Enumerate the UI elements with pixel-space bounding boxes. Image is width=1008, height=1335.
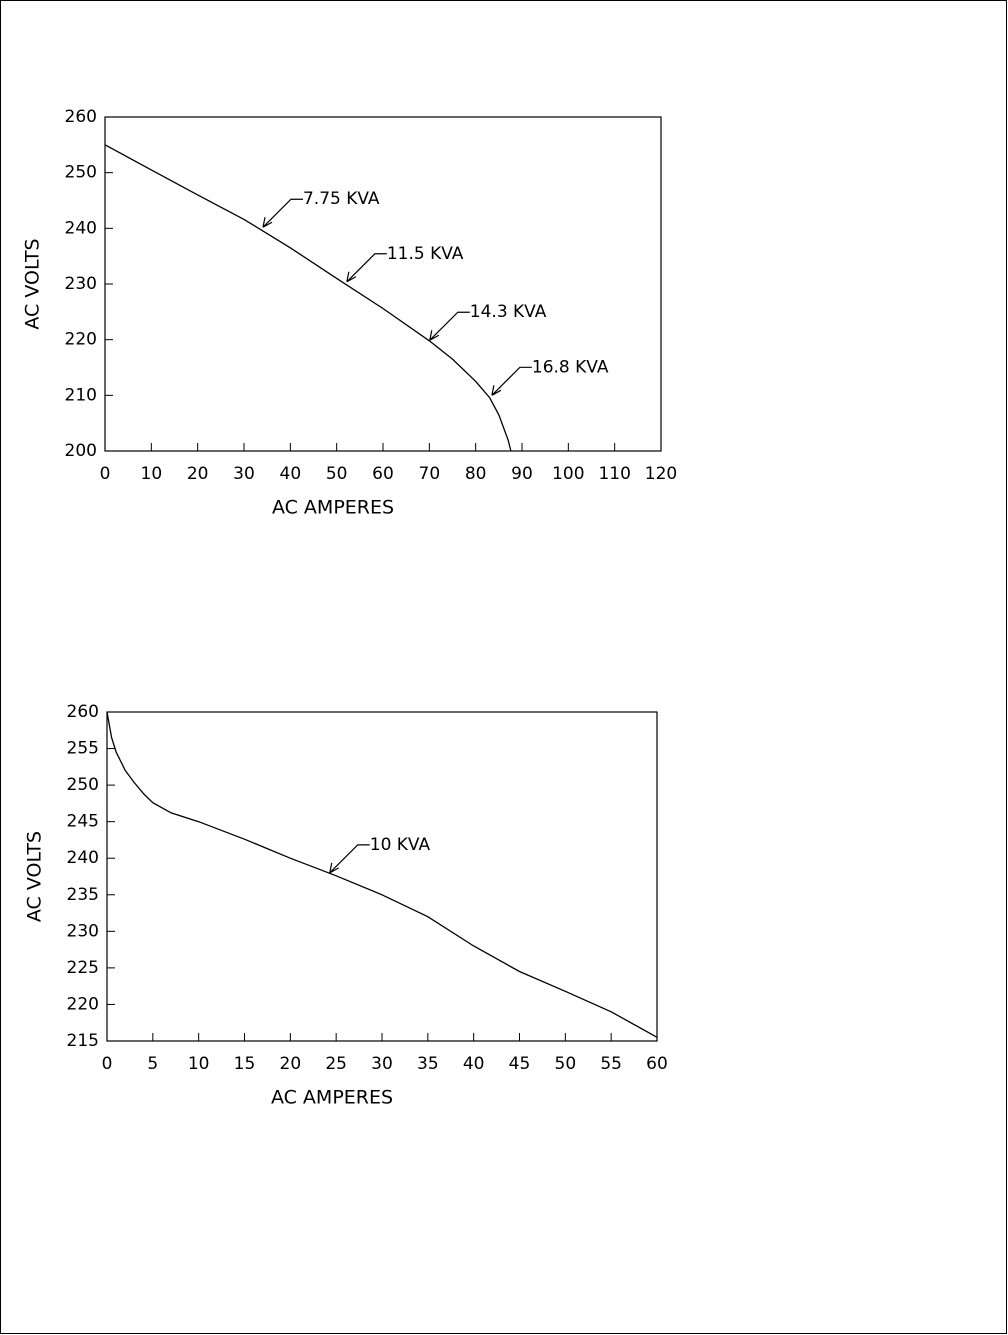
data-line: [106, 711, 658, 1038]
x-tick-label: 40: [280, 464, 302, 484]
y-tick-label: 220: [65, 330, 97, 350]
y-tick-label: 200: [65, 441, 97, 461]
annotation-arrow: [429, 311, 470, 341]
annotation-label: 11.5 KVA: [387, 244, 464, 264]
x-tick-label: 10: [141, 464, 163, 484]
y-tick-label: 215: [67, 1031, 99, 1051]
x-tick-label: 80: [465, 464, 487, 484]
x-tick-label: 10: [188, 1054, 210, 1074]
y-tick-label: 210: [65, 385, 97, 405]
x-tick-label: 55: [600, 1054, 622, 1074]
x-tick-label: 110: [598, 464, 630, 484]
x-tick-label: 15: [234, 1054, 256, 1074]
y-tick-label: 220: [67, 994, 99, 1014]
y-tick-label: 235: [67, 885, 99, 905]
plot-frame: [106, 711, 658, 1042]
x-tick-label: 40: [463, 1054, 485, 1074]
x-tick-label: 0: [102, 1054, 113, 1074]
x-tick-label: 60: [646, 1054, 668, 1074]
x-tick-label: 120: [645, 464, 677, 484]
x-tick-label: 45: [509, 1054, 531, 1074]
x-tick-label: 0: [100, 464, 111, 484]
y-tick-label: 260: [65, 107, 97, 127]
x-axis-title: AC AMPERES: [271, 1087, 393, 1109]
x-tick-label: 25: [325, 1054, 347, 1074]
annotation-label: 14.3 KVA: [470, 302, 547, 322]
x-axis-title: AC AMPERES: [272, 497, 394, 519]
y-tick-label: 225: [67, 958, 99, 978]
y-axis-title: AC VOLTS: [22, 238, 44, 329]
y-axis-title: AC VOLTS: [24, 831, 46, 922]
annotation-label: 7.75 KVA: [303, 189, 380, 209]
x-tick-label: 70: [419, 464, 441, 484]
annotation-arrow: [346, 253, 387, 283]
y-tick-label: 245: [67, 812, 99, 832]
y-tick-label: 250: [67, 775, 99, 795]
y-tick-label: 230: [67, 921, 99, 941]
y-tick-label: 255: [67, 739, 99, 759]
x-tick-label: 100: [552, 464, 584, 484]
y-tick-label: 250: [65, 163, 97, 183]
x-tick-label: 35: [417, 1054, 439, 1074]
annotation-arrow: [262, 198, 303, 228]
annotation-arrow: [491, 366, 532, 396]
x-tick-label: 50: [326, 464, 348, 484]
x-tick-label: 20: [187, 464, 209, 484]
x-tick-label: 50: [555, 1054, 577, 1074]
x-tick-label: 30: [233, 464, 255, 484]
annotation-arrow: [329, 844, 370, 874]
data-line: [104, 144, 512, 452]
annotation-label: 16.8 KVA: [532, 357, 609, 377]
x-tick-label: 90: [511, 464, 533, 484]
y-tick-label: 240: [67, 848, 99, 868]
y-tick-label: 260: [67, 702, 99, 722]
x-tick-label: 5: [147, 1054, 158, 1074]
y-tick-label: 230: [65, 274, 97, 294]
x-tick-label: 60: [372, 464, 394, 484]
plot-frame: [104, 116, 662, 452]
x-tick-label: 30: [371, 1054, 393, 1074]
x-tick-label: 20: [280, 1054, 302, 1074]
annotation-label: 10 KVA: [370, 835, 431, 855]
y-tick-label: 240: [65, 218, 97, 238]
